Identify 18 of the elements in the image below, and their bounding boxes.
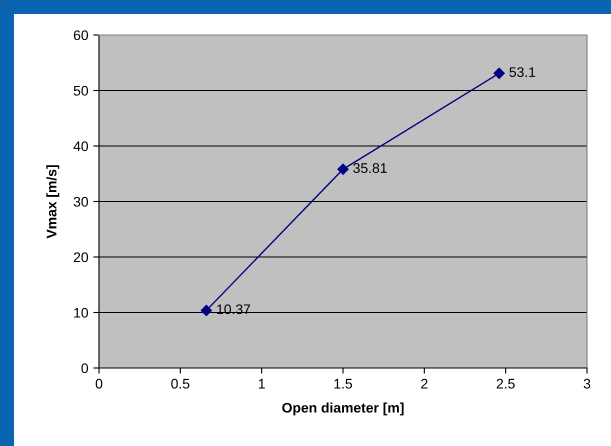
x-tick-label: 0.5 [171, 378, 190, 389]
y-tick-label: 30 [74, 196, 88, 207]
data-label: 53.1 [509, 67, 536, 78]
x-tick-label: 2.5 [496, 378, 515, 389]
y-axis-title: Vmax [m/s] [46, 165, 60, 238]
x-axis-title: Open diameter [m] [282, 402, 404, 416]
y-tick-label: 50 [74, 86, 88, 96]
data-label: 35.81 [353, 163, 387, 173]
x-tick-label: 3 [584, 378, 590, 389]
y-tick-label: 20 [74, 252, 88, 262]
x-tick-label: 0 [96, 378, 102, 389]
x-tick-label: 1 [258, 378, 265, 388]
y-tick-label: 40 [73, 141, 88, 152]
x-tick-label: 1.5 [334, 378, 352, 389]
x-tick-label: 2 [421, 378, 428, 388]
y-tick-label: 0 [81, 363, 88, 374]
y-tick-label: 60 [74, 30, 88, 40]
y-tick-label: 10 [74, 308, 88, 318]
